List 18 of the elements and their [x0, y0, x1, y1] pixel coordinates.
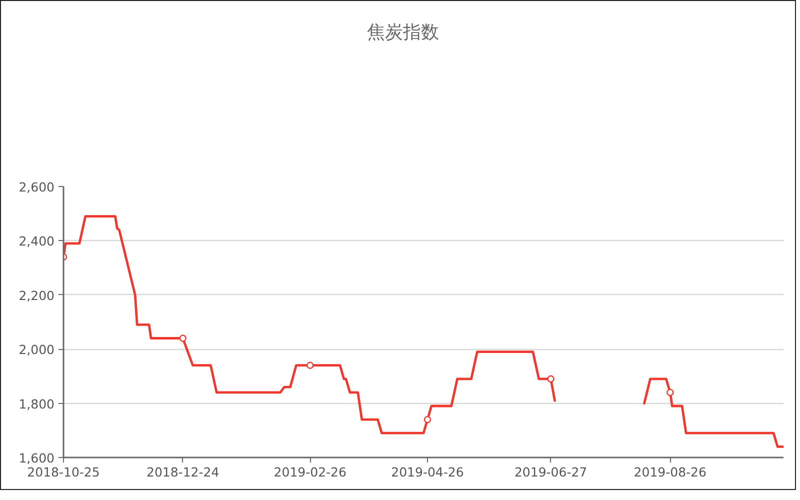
point [547, 375, 554, 383]
x-tick-label: 2019-08-26 [634, 464, 706, 480]
point [306, 362, 314, 369]
point [179, 334, 186, 342]
chart-title: 焦炭指数 [367, 21, 439, 45]
x-tick-label: 2019-06-27 [514, 464, 588, 480]
y-tick-label: 2,600 [18, 180, 55, 194]
point [424, 416, 432, 424]
x-tick-label: 2019-04-26 [391, 464, 464, 480]
y-tick-label: 2,400 [18, 234, 55, 249]
y-tick-label: 2,000 [18, 342, 55, 358]
point [666, 388, 674, 396]
y-tick-label: 1,800 [18, 396, 55, 412]
x-tick-label: 2019-02-26 [274, 464, 346, 480]
y-tick-label: 1,600 [18, 450, 55, 466]
x-tick-label: 2018-12-24 [146, 464, 220, 480]
y-tick-label: 2,200 [18, 288, 55, 303]
x-tick-label: 2018-10-25 [27, 464, 100, 480]
